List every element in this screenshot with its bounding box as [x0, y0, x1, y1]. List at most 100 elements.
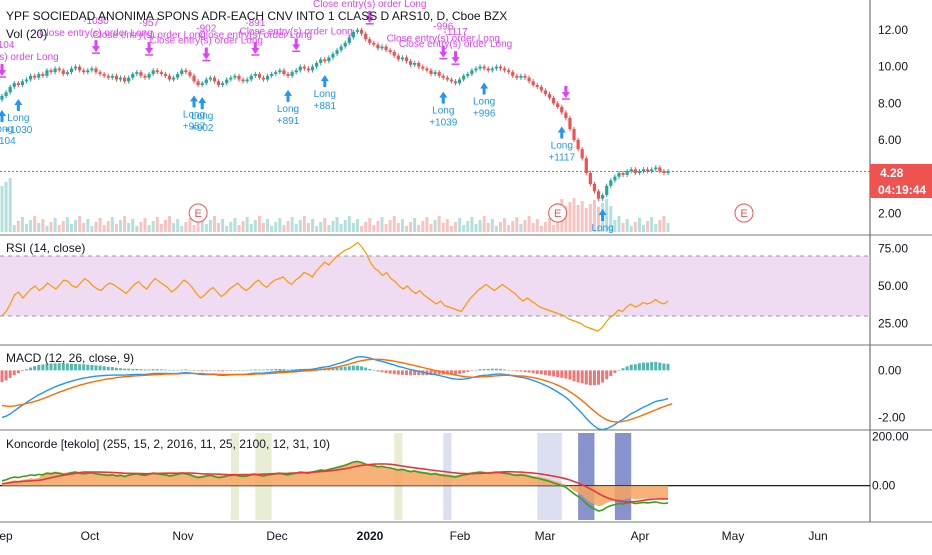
long-entry-arrow: [198, 97, 207, 110]
long-entry-label: Long: [191, 111, 213, 122]
volume-bar: [200, 217, 204, 232]
volume-bar: [282, 225, 286, 232]
volume-bar: [29, 220, 33, 232]
candle-body: [253, 74, 257, 76]
long-entry-arrow: [14, 99, 23, 111]
candle-body: [310, 66, 315, 71]
volume-bar: [208, 220, 212, 232]
candle-body: [249, 75, 253, 80]
volume-bar: [445, 219, 449, 232]
volume-bar: [241, 221, 245, 232]
volume-bars: [0, 178, 670, 232]
macd-histogram-bar: [184, 369, 188, 371]
long-entry-arrow: [0, 110, 6, 122]
candle-body: [122, 77, 127, 82]
candle-body: [641, 169, 646, 172]
macd-histogram-bar: [539, 370, 543, 375]
macd-histogram-bar: [601, 370, 605, 383]
time-tick-label: Feb: [450, 529, 471, 543]
candle-body: [265, 75, 270, 80]
macd-histogram-bar: [53, 363, 57, 371]
candle-body: [257, 74, 262, 78]
macd-histogram-bar: [413, 370, 417, 376]
volume-bar: [531, 223, 535, 232]
volume-bar: [413, 218, 417, 232]
volume-bar: [507, 225, 511, 232]
macd-histogram-bar: [12, 370, 16, 376]
candle-body: [633, 169, 637, 173]
candle-body: [580, 149, 584, 159]
candle-body: [380, 46, 384, 49]
candle-body: [568, 118, 572, 129]
volume-bar: [131, 219, 135, 232]
macd-histogram-bar: [274, 368, 278, 371]
macd-histogram-bar: [605, 370, 609, 380]
long-entry-arrow: [190, 95, 199, 108]
macd-histogram-bar: [490, 368, 494, 371]
candle-body: [90, 68, 94, 71]
candle-body: [302, 66, 306, 69]
volume-bar: [609, 206, 613, 232]
volume-bar: [294, 224, 298, 232]
candle-body: [323, 59, 327, 62]
candle-body: [372, 42, 376, 45]
macd-histogram-bar: [163, 369, 167, 371]
volume-bar: [176, 219, 180, 232]
candle-body: [306, 68, 311, 71]
macd-histogram-bar: [597, 370, 601, 385]
macd-histogram-bar: [98, 365, 102, 371]
candle-body: [498, 66, 503, 69]
macd-tick-label: -2.00: [878, 410, 906, 424]
long-entry-arrow: [284, 89, 293, 102]
volume-bar: [343, 220, 347, 232]
candle-body: [474, 68, 478, 71]
volume-bar: [261, 223, 265, 232]
earnings-marker[interactable]: [734, 203, 754, 223]
volume-bar: [53, 218, 57, 232]
candle-body: [327, 57, 331, 62]
koncorde-tick-label: 200.00: [872, 430, 909, 444]
candle-body: [437, 72, 441, 76]
macd-histogram-bar: [233, 370, 237, 371]
macd-histogram-bar: [16, 370, 20, 374]
volume-bar: [580, 201, 584, 232]
close-exit-arrow: [145, 42, 154, 54]
close-exit-qty: -1117: [443, 27, 468, 38]
price-scale[interactable]: 12.00 10.00 8.00 6.00 2.00 75.00 50.00 25.00 0.0…: [872, 23, 909, 493]
volume-bar: [437, 216, 441, 232]
close-exit-label: Close entry(s) order Long: [239, 26, 352, 37]
time-axis[interactable]: ep Oct Nov Dec 2020 Feb Mar Apr May Jun: [0, 529, 828, 543]
macd-histogram-bar: [535, 370, 539, 374]
macd-histogram-bar: [400, 370, 404, 375]
volume-bar: [417, 225, 421, 232]
candle-body: [433, 72, 437, 74]
long-entry-qty: +996: [473, 109, 496, 120]
volume-bar: [98, 218, 102, 232]
macd-histogram-bar: [90, 364, 94, 371]
candle-body: [486, 68, 490, 71]
koncorde-green-line: [1, 460, 669, 512]
volume-bar: [323, 218, 327, 232]
macd-histogram-bar: [543, 370, 547, 376]
koncorde-plot: [0, 460, 870, 512]
candle-body: [347, 37, 351, 43]
candle-body: [78, 66, 82, 71]
volume-bar: [168, 216, 172, 232]
price-tick-label: 12.00: [878, 23, 908, 37]
volume-bar: [454, 222, 458, 232]
earnings-marker[interactable]: [188, 203, 208, 223]
macd-histogram-bar: [74, 363, 78, 371]
candle-body: [270, 74, 274, 76]
candle-body: [359, 30, 364, 34]
earnings-marker[interactable]: [548, 203, 568, 223]
macd-histogram-bar: [286, 369, 290, 371]
macd-histogram-bar: [433, 370, 437, 375]
candle-body: [605, 185, 609, 195]
candle-body: [551, 97, 556, 104]
candle-body: [515, 75, 519, 78]
volume-bar: [106, 221, 110, 232]
volume-bar: [421, 221, 425, 232]
macd-histogram-bar: [621, 368, 625, 371]
volume-bar: [82, 223, 86, 232]
